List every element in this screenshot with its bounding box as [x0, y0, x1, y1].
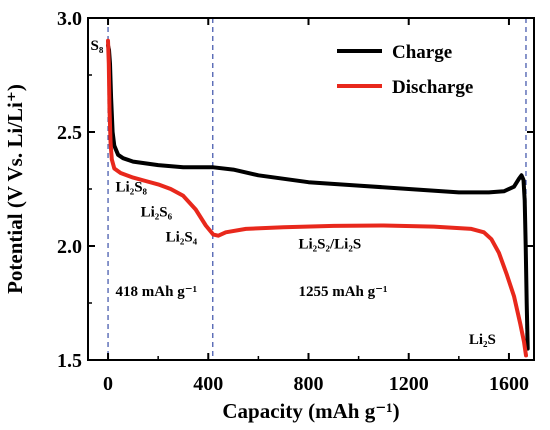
- annotation-5: 418 mAh g⁻¹: [116, 284, 198, 300]
- annotation-3: Li₂S₄: [166, 229, 198, 245]
- y-tick-label: 1.5: [57, 350, 82, 372]
- legend: Charge Discharge: [337, 42, 473, 98]
- y-tick-label: 2.0: [57, 236, 82, 258]
- legend-label-charge: Charge: [392, 42, 452, 63]
- y-axis: 1.5 2.0 2.5 3.0: [57, 8, 534, 372]
- x-tick-label: 1600: [489, 373, 529, 395]
- annotations: S₈ Li₂S₈ Li₂S₆ Li₂S₄ Li₂S₂/Li₂S 418 mAh g⁻¹ 12…: [91, 38, 496, 348]
- annotation-6: 1255 mAh g⁻¹: [298, 284, 387, 300]
- series-layer: [106, 38, 530, 358]
- x-tick-label: 400: [193, 373, 223, 395]
- annotation-7: Li₂S: [469, 332, 496, 348]
- y-axis-title: Potential (V Vs. Li/Li⁺): [3, 84, 27, 294]
- annotation-0: S₈: [91, 38, 104, 54]
- annotation-1: Li₂S₈: [116, 179, 148, 195]
- series-line-charge: [106, 43, 530, 351]
- x-tick-label: 0: [103, 373, 113, 395]
- plot-area: [87, 17, 535, 361]
- x-tick-label: 1200: [389, 373, 429, 395]
- x-axis: 0 400 800 1200 1600: [103, 18, 529, 395]
- x-axis-title: Capacity (mAh g⁻¹): [222, 399, 399, 423]
- plot-frame: [87, 17, 535, 361]
- annotation-4: Li₂S₂/Li₂S: [298, 236, 361, 252]
- x-tick-label: 800: [293, 373, 323, 395]
- annotation-2: Li₂S₆: [141, 204, 173, 220]
- legend-label-discharge: Discharge: [392, 77, 473, 98]
- series-line-discharge: [106, 38, 528, 358]
- y-tick-label: 3.0: [57, 8, 82, 30]
- y-tick-label: 2.5: [57, 122, 82, 144]
